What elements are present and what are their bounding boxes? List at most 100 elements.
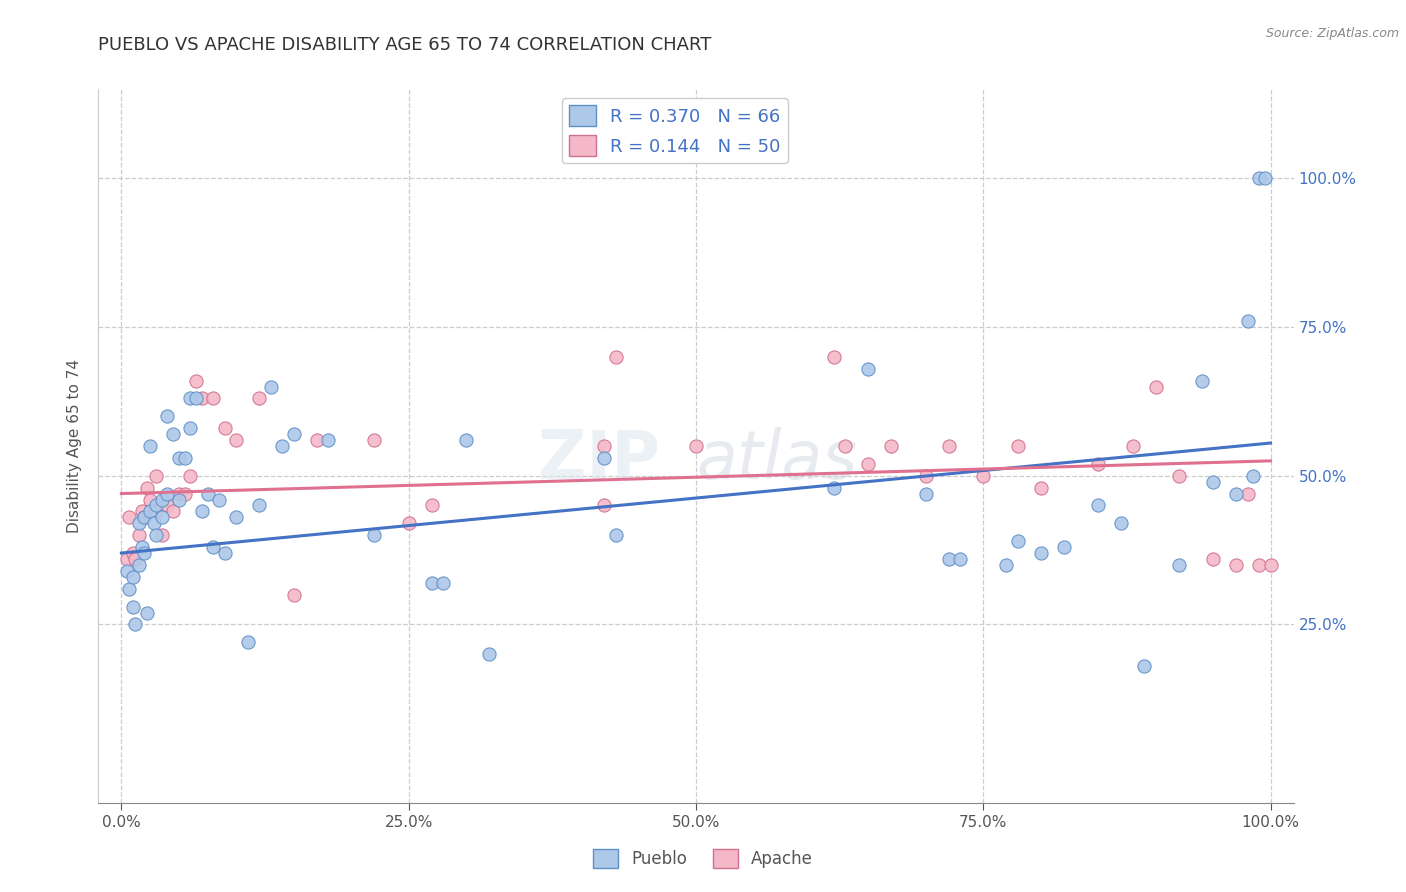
Point (167, 492, 190, 507)
Point (1247, 171, 1270, 186)
Point (128, 516, 150, 531)
Point (1202, 552, 1225, 566)
Point (134, 510, 156, 524)
Point (1122, 439, 1144, 453)
Point (283, 588, 305, 602)
Legend: Pueblo, Apache: Pueblo, Apache (586, 842, 820, 875)
Point (1053, 540, 1076, 554)
Point (128, 558, 150, 572)
Point (1029, 481, 1052, 495)
Point (914, 486, 936, 500)
Point (1087, 457, 1109, 471)
Point (1007, 534, 1029, 549)
Point (208, 492, 231, 507)
Point (122, 599, 145, 614)
Point (162, 427, 184, 442)
Point (949, 552, 972, 566)
Point (191, 392, 214, 406)
Point (142, 516, 165, 531)
Point (167, 486, 190, 500)
Text: PUEBLO VS APACHE DISABILITY AGE 65 TO 74 CORRELATION CHART: PUEBLO VS APACHE DISABILITY AGE 65 TO 74… (98, 36, 711, 54)
Point (122, 546, 145, 560)
Point (184, 374, 207, 388)
Point (305, 433, 328, 447)
Point (131, 504, 153, 518)
Point (260, 379, 283, 393)
Point (880, 439, 903, 453)
Point (118, 510, 141, 524)
Point (1225, 486, 1247, 500)
Point (156, 409, 179, 424)
Point (593, 439, 616, 453)
Point (214, 546, 236, 560)
Point (972, 468, 994, 483)
Text: Source: ZipAtlas.com: Source: ZipAtlas.com (1265, 27, 1399, 40)
Point (247, 499, 270, 513)
Point (156, 486, 179, 500)
Point (173, 450, 195, 465)
Point (1167, 468, 1189, 483)
Point (1167, 558, 1189, 572)
Point (150, 510, 173, 524)
Point (167, 450, 190, 465)
Point (145, 468, 167, 483)
Point (685, 439, 707, 453)
Point (184, 392, 207, 406)
Point (1087, 499, 1109, 513)
Point (134, 510, 156, 524)
Point (1236, 486, 1258, 500)
Point (456, 433, 478, 447)
Point (128, 528, 150, 542)
Point (135, 481, 157, 495)
Point (145, 528, 167, 542)
Point (1241, 468, 1264, 483)
Point (131, 540, 153, 554)
Legend: R = 0.370   N = 66, R = 0.144   N = 50: R = 0.370 N = 66, R = 0.144 N = 50 (561, 98, 787, 163)
Point (363, 433, 385, 447)
Point (202, 392, 225, 406)
Point (1191, 374, 1213, 388)
Point (1029, 546, 1052, 560)
Point (225, 433, 247, 447)
Point (202, 540, 225, 554)
Point (173, 486, 195, 500)
Point (432, 575, 454, 590)
Point (145, 504, 167, 518)
Point (605, 528, 627, 542)
Point (1144, 379, 1167, 393)
Point (1260, 558, 1282, 572)
Point (938, 552, 960, 566)
Point (135, 606, 157, 620)
Point (179, 468, 201, 483)
Point (478, 647, 501, 661)
Point (1007, 439, 1029, 453)
Point (134, 546, 156, 560)
Point (398, 516, 420, 531)
Point (197, 486, 219, 500)
Point (122, 570, 145, 584)
Text: ZIP: ZIP (538, 427, 661, 493)
Point (1109, 516, 1132, 531)
Point (139, 439, 162, 453)
Point (938, 439, 960, 453)
Point (605, 350, 627, 364)
Point (179, 421, 201, 435)
Point (156, 499, 179, 513)
Point (139, 504, 162, 518)
Point (145, 499, 167, 513)
Point (118, 582, 141, 596)
Point (124, 552, 146, 566)
Point (162, 504, 184, 518)
Point (593, 499, 616, 513)
Point (823, 481, 845, 495)
Point (225, 510, 247, 524)
Point (236, 635, 259, 649)
Point (363, 528, 385, 542)
Point (593, 450, 616, 465)
Point (115, 552, 138, 566)
Point (1236, 314, 1258, 328)
Point (150, 528, 173, 542)
Point (1247, 558, 1270, 572)
Point (316, 433, 339, 447)
Point (858, 457, 880, 471)
